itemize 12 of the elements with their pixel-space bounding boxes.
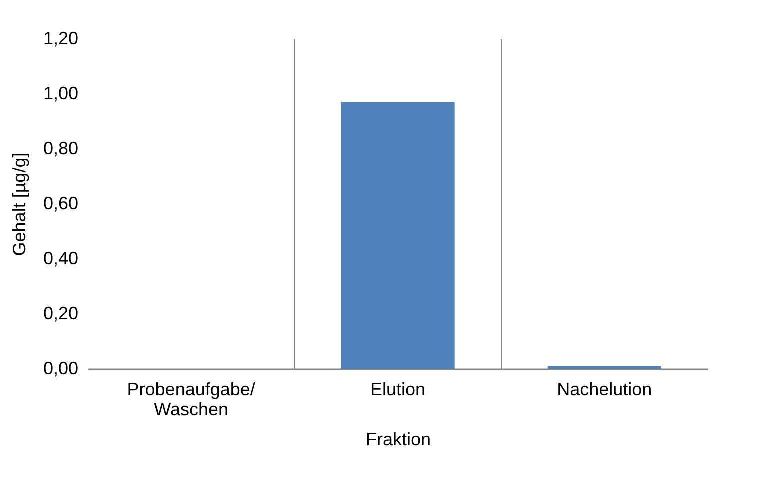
y-tick-label: 0,60 (43, 194, 78, 214)
x-axis-title: Fraktion (366, 430, 432, 450)
x-tick-label: Elution (370, 380, 426, 400)
y-tick-label: 0,00 (43, 358, 78, 378)
y-tick-label: 0,20 (43, 304, 78, 324)
y-tick-label: 0,40 (43, 248, 78, 268)
y-tick-label: 1,20 (43, 28, 78, 48)
y-tick-label: 0,80 (43, 138, 78, 158)
y-axis-title: Gehalt [µg/g] (9, 152, 30, 256)
y-tick-label: 1,00 (43, 84, 78, 104)
x-tick-label: Nachelution (557, 380, 652, 400)
x-tick-label: Probenaufgabe/ Waschen (127, 380, 256, 420)
